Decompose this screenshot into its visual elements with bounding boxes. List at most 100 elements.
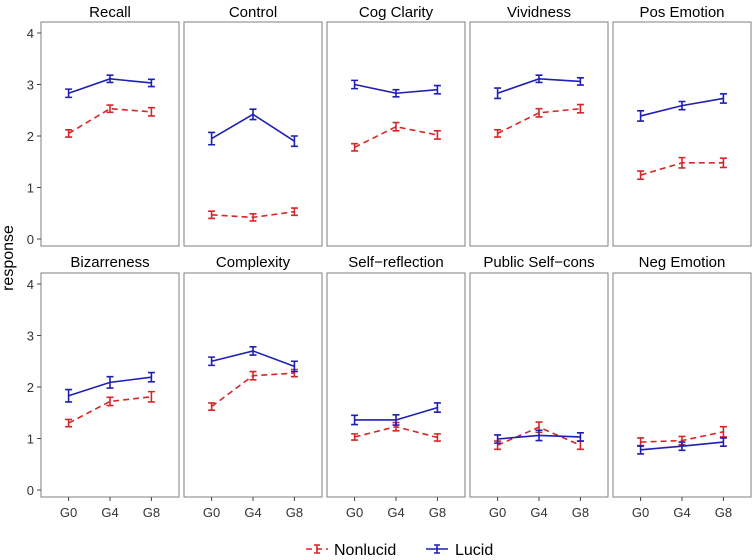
x-tick-label: G4 bbox=[530, 505, 547, 520]
y-tick-label: 3 bbox=[27, 78, 34, 93]
legend: Nonlucid Lucid bbox=[306, 542, 493, 559]
data-point-errorbar bbox=[208, 131, 216, 146]
data-point-errorbar bbox=[208, 210, 216, 220]
series-line bbox=[354, 125, 438, 149]
panel-title: Complexity bbox=[216, 254, 291, 271]
panel: Complexity G0 G4 G8 bbox=[183, 254, 323, 520]
series-nonlucid bbox=[637, 425, 727, 448]
data-point-errorbar bbox=[351, 79, 359, 90]
y-tick-label: 1 bbox=[27, 432, 34, 447]
data-point-errorbar bbox=[106, 74, 114, 84]
y-tick-label: 4 bbox=[27, 26, 34, 41]
data-point-errorbar bbox=[637, 109, 645, 122]
series-lucid bbox=[637, 437, 727, 455]
y-tick-label: 2 bbox=[27, 380, 34, 395]
data-point-errorbar bbox=[576, 432, 584, 442]
data-point-errorbar bbox=[392, 121, 400, 132]
data-point-errorbar bbox=[249, 346, 257, 356]
series-lucid bbox=[208, 346, 298, 373]
panel-title: Cog Clarity bbox=[359, 4, 434, 21]
data-point-errorbar bbox=[576, 77, 584, 86]
panel-border bbox=[183, 21, 323, 247]
data-point-errorbar bbox=[290, 135, 298, 148]
series-nonlucid bbox=[208, 207, 298, 222]
data-point-errorbar bbox=[65, 418, 73, 428]
legend-nonlucid-label: Nonlucid bbox=[334, 542, 396, 559]
data-point-errorbar bbox=[351, 433, 359, 441]
data-point-errorbar bbox=[678, 156, 686, 169]
panel-title: Vividness bbox=[507, 4, 571, 21]
data-point-errorbar bbox=[678, 100, 686, 111]
y-axis-label: response bbox=[0, 225, 17, 291]
data-point-errorbar bbox=[290, 207, 298, 217]
data-point-errorbar bbox=[719, 157, 727, 169]
panel-border bbox=[183, 272, 323, 498]
data-point-errorbar bbox=[433, 84, 441, 95]
panel-border bbox=[469, 272, 609, 498]
legend-lucid-errorbar bbox=[434, 544, 440, 554]
panel: Self−reflection G0 G4 G8 bbox=[326, 254, 466, 520]
panel-title: Neg Emotion bbox=[639, 254, 726, 271]
series-line bbox=[68, 107, 152, 135]
data-point-errorbar bbox=[535, 429, 543, 442]
series-nonlucid bbox=[494, 103, 584, 138]
panel-title: Pos Emotion bbox=[639, 4, 724, 21]
data-point-errorbar bbox=[351, 414, 359, 426]
y-tick-label: 0 bbox=[27, 483, 34, 498]
panel-grid: Recall 0 1 2 3 4 Control Cog Clarity Vividness Po… bbox=[27, 4, 752, 520]
series-line bbox=[68, 395, 152, 424]
series-line bbox=[497, 107, 581, 135]
series-lucid bbox=[351, 79, 441, 98]
legend-lucid-label: Lucid bbox=[455, 542, 493, 559]
panel-title: Control bbox=[229, 4, 277, 21]
data-point-errorbar bbox=[494, 87, 502, 100]
data-point-errorbar bbox=[208, 356, 216, 367]
data-point-errorbar bbox=[535, 107, 543, 118]
series-lucid bbox=[494, 74, 584, 100]
series-nonlucid bbox=[351, 121, 441, 152]
data-point-errorbar bbox=[433, 433, 441, 442]
y-tick-label: 1 bbox=[27, 181, 34, 196]
data-point-errorbar bbox=[392, 414, 400, 426]
series-lucid bbox=[65, 371, 155, 403]
panel: Recall 0 1 2 3 4 bbox=[27, 4, 180, 247]
panel: Vividness bbox=[469, 4, 609, 247]
data-point-errorbar bbox=[637, 170, 645, 181]
legend-nonlucid-errorbar bbox=[314, 544, 320, 554]
data-point-errorbar bbox=[290, 360, 298, 373]
data-point-errorbar bbox=[65, 129, 73, 138]
data-point-errorbar bbox=[65, 388, 73, 403]
data-point-errorbar bbox=[208, 402, 216, 411]
data-point-errorbar bbox=[576, 103, 584, 114]
series-nonlucid bbox=[637, 156, 727, 181]
panel-border bbox=[612, 21, 752, 247]
series-lucid bbox=[494, 429, 584, 444]
x-tick-label: G8 bbox=[143, 505, 160, 520]
data-point-errorbar bbox=[719, 437, 727, 448]
series-lucid bbox=[637, 92, 727, 122]
data-point-errorbar bbox=[147, 390, 155, 403]
data-point-errorbar bbox=[249, 108, 257, 121]
data-point-errorbar bbox=[351, 142, 359, 152]
panel-border bbox=[326, 272, 466, 498]
x-tick-label: G4 bbox=[244, 505, 261, 520]
x-tick-label: G0 bbox=[60, 505, 77, 520]
data-point-errorbar bbox=[147, 78, 155, 88]
data-point-errorbar bbox=[494, 434, 502, 444]
data-point-errorbar bbox=[494, 129, 502, 138]
panel-border bbox=[612, 272, 752, 498]
series-nonlucid bbox=[65, 390, 155, 428]
x-tick-label: G0 bbox=[632, 505, 649, 520]
y-tick-label: 0 bbox=[27, 232, 34, 247]
x-tick-label: G8 bbox=[429, 505, 446, 520]
x-tick-label: G8 bbox=[572, 505, 589, 520]
panel-title: Public Self−cons bbox=[483, 254, 594, 271]
data-point-errorbar bbox=[106, 396, 114, 407]
series-lucid bbox=[208, 108, 298, 148]
y-tick-label: 2 bbox=[27, 129, 34, 144]
panel-border bbox=[469, 21, 609, 247]
x-tick-label: G0 bbox=[203, 505, 220, 520]
series-lucid bbox=[65, 74, 155, 99]
data-point-errorbar bbox=[392, 88, 400, 98]
data-point-errorbar bbox=[106, 104, 114, 114]
